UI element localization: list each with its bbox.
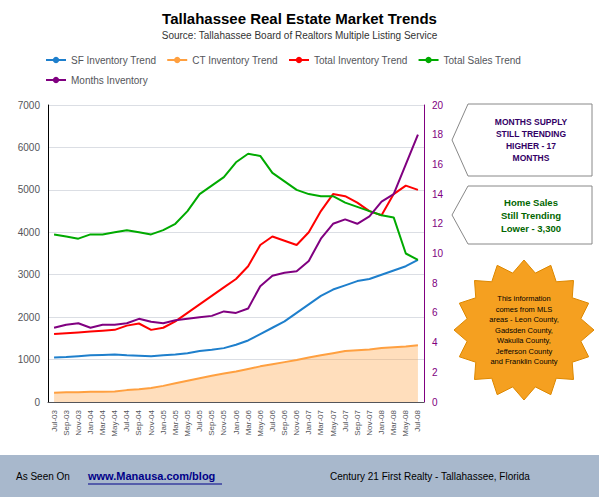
svg-text:Source: Tallahassee Board of R: Source: Tallahassee Board of Realtors Mu… [162, 30, 438, 41]
svg-text:Jan-06: Jan-06 [232, 409, 241, 434]
svg-text:areas - Leon County,: areas - Leon County, [489, 315, 559, 324]
svg-text:3000: 3000 [18, 269, 41, 280]
svg-text:16: 16 [432, 159, 444, 170]
svg-text:Nov-04: Nov-04 [147, 409, 156, 435]
svg-text:Jan-08: Jan-08 [377, 409, 386, 434]
svg-text:Jul-06: Jul-06 [268, 409, 277, 431]
svg-text:Sep-06: Sep-06 [280, 409, 289, 435]
svg-text:1000: 1000 [18, 354, 41, 365]
svg-text:Jan-04: Jan-04 [86, 409, 95, 434]
svg-text:Jefferson County: Jefferson County [496, 347, 553, 356]
svg-text:Mar-05: Mar-05 [171, 409, 180, 435]
svg-text:Nov-03: Nov-03 [74, 409, 83, 435]
svg-text:Mar-06: Mar-06 [244, 409, 253, 435]
svg-text:May-05: May-05 [183, 409, 192, 436]
svg-text:CT Inventory Trend: CT Inventory Trend [192, 55, 277, 66]
svg-text:2: 2 [432, 367, 438, 378]
svg-text:4: 4 [432, 337, 438, 348]
svg-text:10: 10 [432, 248, 444, 259]
svg-text:Jan-05: Jan-05 [159, 409, 168, 434]
svg-text:Century 21 First Realty - Tall: Century 21 First Realty - Tallahassee, F… [330, 471, 530, 482]
svg-text:HIGHER - 17: HIGHER - 17 [506, 141, 556, 151]
svg-text:14: 14 [432, 189, 444, 200]
svg-text:MONTHS: MONTHS [513, 153, 550, 163]
svg-text:18: 18 [432, 129, 444, 140]
svg-text:0: 0 [432, 397, 438, 408]
svg-text:As Seen On: As Seen On [16, 471, 70, 482]
svg-text:Sep-04: Sep-04 [134, 409, 143, 435]
svg-text:STILL TRENDING: STILL TRENDING [496, 129, 567, 139]
svg-text:MONTHS SUPPLY: MONTHS SUPPLY [495, 117, 568, 127]
svg-text:SF Inventory Trend: SF Inventory Trend [71, 55, 156, 66]
svg-text:Months Inventory: Months Inventory [71, 75, 148, 86]
svg-text:20: 20 [432, 100, 444, 111]
svg-text:4000: 4000 [18, 227, 41, 238]
svg-text:Gadsden County,: Gadsden County, [495, 326, 553, 335]
svg-text:0: 0 [34, 397, 40, 408]
svg-text:and Franklin County: and Franklin County [490, 357, 557, 366]
svg-text:Still Trending: Still Trending [501, 210, 561, 221]
svg-text:Mar-07: Mar-07 [316, 409, 325, 435]
svg-text:5000: 5000 [18, 184, 41, 195]
svg-text:Total Sales Trend: Total Sales Trend [444, 55, 521, 66]
svg-text:Sep-07: Sep-07 [353, 409, 362, 435]
svg-text:Jul-07: Jul-07 [341, 409, 350, 431]
svg-text:Wakulla County,: Wakulla County, [497, 336, 551, 345]
svg-text:May-08: May-08 [401, 409, 410, 436]
svg-text:Total Inventory Trend: Total Inventory Trend [314, 55, 407, 66]
svg-text:Jul-04: Jul-04 [122, 409, 131, 431]
svg-text:comes from MLS: comes from MLS [496, 305, 553, 314]
svg-text:May-07: May-07 [329, 409, 338, 436]
svg-text:Sep-03: Sep-03 [62, 409, 71, 435]
svg-text:Lower - 3,300: Lower - 3,300 [501, 223, 561, 234]
svg-text:Nov-06: Nov-06 [292, 409, 301, 435]
svg-text:Nov-05: Nov-05 [219, 409, 228, 435]
svg-text:Mar-08: Mar-08 [389, 409, 398, 435]
svg-text:Jul-08: Jul-08 [413, 409, 422, 431]
svg-text:Nov-07: Nov-07 [365, 409, 374, 435]
svg-text:Mar-04: Mar-04 [98, 409, 107, 435]
svg-text:7000: 7000 [18, 100, 41, 111]
svg-text:12: 12 [432, 218, 444, 229]
svg-text:This information: This information [497, 294, 550, 303]
svg-text:Jan-07: Jan-07 [304, 409, 313, 434]
svg-text:Home Sales: Home Sales [504, 197, 558, 208]
svg-text:8: 8 [432, 278, 438, 289]
svg-text:6: 6 [432, 307, 438, 318]
svg-text:6000: 6000 [18, 142, 41, 153]
svg-text:Tallahassee Real Estate Market: Tallahassee Real Estate Market Trends [162, 10, 437, 27]
svg-text:Jul-05: Jul-05 [195, 409, 204, 431]
svg-text:May-04: May-04 [110, 409, 119, 436]
svg-text:Sep-05: Sep-05 [207, 409, 216, 435]
svg-text:2000: 2000 [18, 312, 41, 323]
svg-text:www.Manausa.com/blog: www.Manausa.com/blog [87, 470, 215, 482]
svg-text:May-06: May-06 [256, 409, 265, 436]
svg-text:Jul-03: Jul-03 [50, 409, 59, 431]
